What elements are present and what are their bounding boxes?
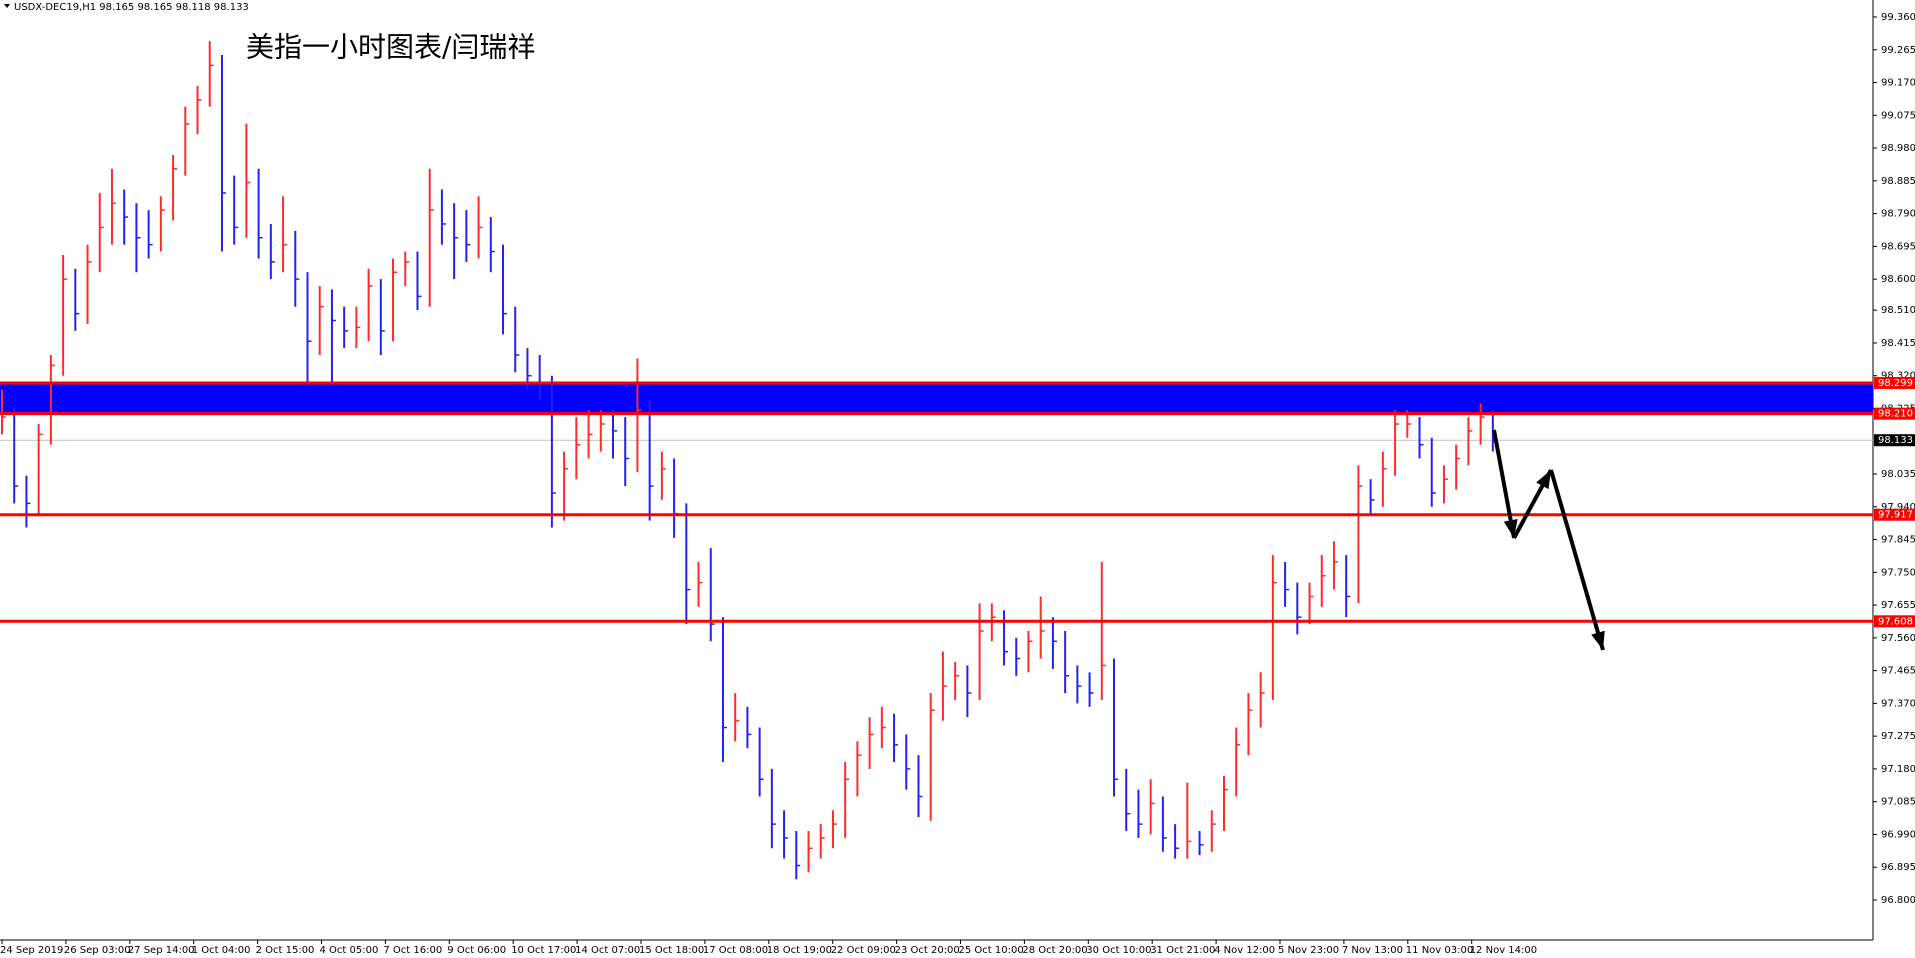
x-tick-label: 7 Nov 13:00: [1342, 945, 1403, 956]
x-tick-label: 4 Oct 05:00: [320, 945, 379, 956]
x-tick-label: 30 Oct 10:00: [1086, 945, 1151, 956]
y-tick-label: 98.885: [1881, 176, 1915, 187]
arrow-head: [1503, 519, 1518, 538]
x-tick-label: 1 Oct 04:00: [192, 945, 251, 956]
y-tick-label: 98.035: [1881, 469, 1915, 480]
x-tick-label: 17 Oct 08:00: [703, 945, 768, 956]
x-tick-label: 9 Oct 06:00: [447, 945, 506, 956]
x-tick-label: 24 Sep 2019: [0, 945, 63, 956]
y-tick-label: 97.085: [1881, 797, 1915, 808]
x-tick-label: 27 Sep 14:00: [128, 945, 195, 956]
y-tick-label: 96.895: [1881, 862, 1915, 873]
level-label: 97.608: [1878, 616, 1913, 627]
y-tick-label: 98.790: [1881, 209, 1915, 220]
y-tick-label: 97.180: [1881, 764, 1915, 775]
forecast-arrow: [1492, 429, 1516, 539]
x-tick-label: 28 Oct 20:00: [1022, 945, 1087, 956]
x-tick-label: 15 Oct 18:00: [639, 945, 704, 956]
x-tick-label: 31 Oct 21:00: [1150, 945, 1215, 956]
x-tick-label: 26 Sep 03:00: [64, 945, 131, 956]
level-label: 98.210: [1878, 409, 1913, 420]
x-tick-label: 10 Oct 17:00: [511, 945, 576, 956]
y-tick-label: 96.800: [1881, 895, 1915, 906]
x-tick-label: 7 Oct 16:00: [383, 945, 442, 956]
y-tick-label: 99.360: [1881, 12, 1915, 23]
y-tick-label: 97.655: [1881, 600, 1915, 611]
level-label-box: [1874, 407, 1915, 420]
y-tick-label: 97.940: [1881, 502, 1915, 513]
level-label: 97.917: [1878, 510, 1913, 521]
header: USDX-DEC19,H1 98.165 98.165 98.118 98.13…: [14, 2, 249, 13]
y-tick-label: 97.845: [1881, 535, 1915, 546]
level-label: 98.299: [1878, 378, 1913, 389]
y-tick-label: 96.990: [1881, 829, 1915, 840]
y-tick-label: 97.465: [1881, 666, 1915, 677]
y-tick-label: 98.695: [1881, 241, 1915, 252]
y-tick-label: 98.600: [1881, 274, 1915, 285]
x-tick-label: 11 Nov 03:00: [1406, 945, 1473, 956]
y-tick-label: 99.075: [1881, 110, 1915, 121]
y-tick-label: 98.980: [1881, 143, 1915, 154]
resistance-zone: [0, 382, 1873, 414]
y-tick-label: 98.510: [1881, 305, 1915, 316]
x-tick-label: 22 Oct 09:00: [831, 945, 896, 956]
x-tick-label: 18 Oct 19:00: [767, 945, 832, 956]
y-tick-label: 99.265: [1881, 45, 1915, 56]
x-tick-label: 2 Oct 15:00: [256, 945, 315, 956]
menu-icon: [4, 4, 10, 8]
level-label-box: [1874, 376, 1915, 389]
current-price-box: [1874, 434, 1915, 447]
y-tick-label: 97.750: [1881, 567, 1915, 578]
level-label-box: [1874, 508, 1915, 521]
x-tick-label: 5 Nov 23:00: [1278, 945, 1339, 956]
x-tick-label: 12 Nov 14:00: [1470, 945, 1537, 956]
x-tick-label: 4 Nov 12:00: [1214, 945, 1275, 956]
y-tick-label: 98.320: [1881, 371, 1915, 382]
y-tick-label: 99.170: [1881, 78, 1915, 89]
x-tick-label: 23 Oct 20:00: [895, 945, 960, 956]
y-tick-label: 97.560: [1881, 633, 1915, 644]
level-label-box: [1874, 615, 1915, 628]
y-tick-label: 97.275: [1881, 731, 1915, 742]
y-tick-label: 97.370: [1881, 698, 1915, 709]
y-tick-label: 98.415: [1881, 338, 1915, 349]
x-tick-label: 14 Oct 07:00: [575, 945, 640, 956]
forecast-arrow: [1549, 469, 1605, 651]
x-tick-label: 25 Oct 10:00: [959, 945, 1024, 956]
arrow-head: [1536, 470, 1551, 490]
chart-title: 美指一小时图表/闫瑞祥: [246, 31, 535, 64]
arrow-head: [1591, 630, 1605, 650]
current-price-label: 98.133: [1878, 435, 1913, 446]
